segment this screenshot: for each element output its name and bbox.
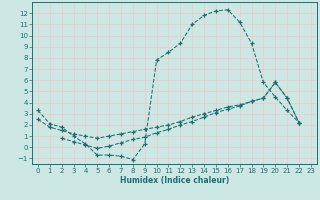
X-axis label: Humidex (Indice chaleur): Humidex (Indice chaleur) xyxy=(120,176,229,185)
